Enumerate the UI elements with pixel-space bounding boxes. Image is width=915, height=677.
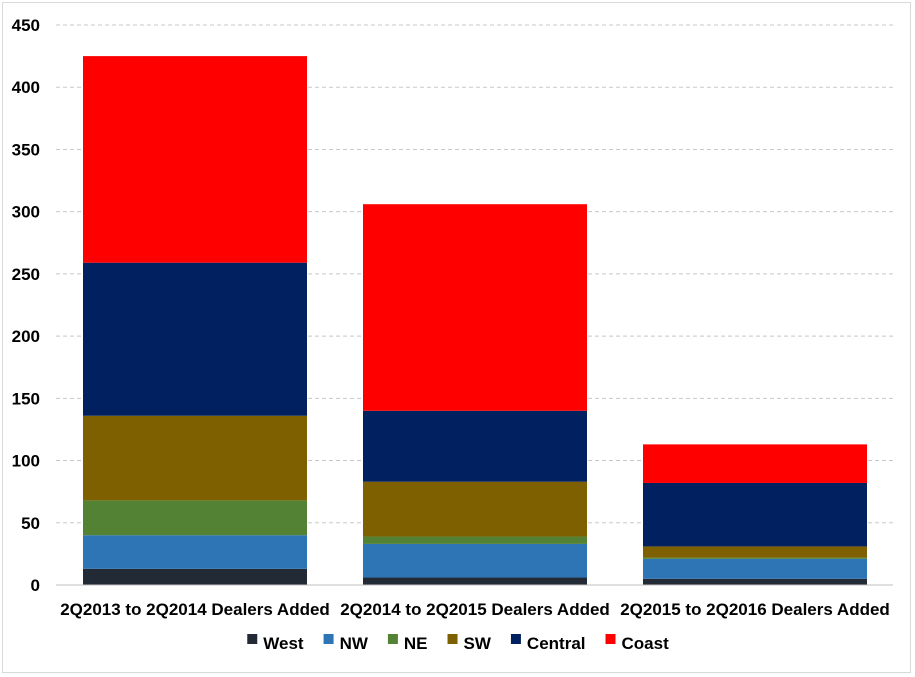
bar-segment-coast [643,444,867,483]
legend-swatch [605,634,616,644]
legend: West NW NE SW Central Coast [247,634,669,653]
legend-item: NW [323,634,369,653]
bar-segment-nw [83,535,307,569]
bar-stack [83,56,307,585]
bar-segment-ne [83,500,307,536]
bar-segment-nw [363,543,587,578]
legend-swatch [510,634,521,644]
bars [83,56,867,585]
legend-item: SW [447,634,492,653]
bar-segment-coast [83,56,307,263]
x-category-label: 2Q2013 to 2Q2014 Dealers Added [60,600,330,619]
bar-segment-west [83,568,307,585]
bar-segment-west [363,577,587,585]
bar-segment-ne [643,557,867,559]
legend-swatch [387,634,398,644]
y-tick-label: 100 [12,452,40,471]
bar-segment-central [643,482,867,547]
y-tick-label: 450 [12,16,40,35]
bar-segment-central [363,410,587,482]
x-category-labels: 2Q2013 to 2Q2014 Dealers Added 2Q2014 to … [60,600,890,619]
legend-swatch [323,634,334,644]
bar-segment-west [643,578,867,585]
x-category-label: 2Q2014 to 2Q2015 Dealers Added [340,600,610,619]
legend-label: SW [464,634,492,653]
y-tick-label: 350 [12,140,40,159]
bar-segment-sw [83,415,307,501]
bar-segment-coast [363,204,587,411]
legend-item: Central [510,634,586,653]
y-tick-label: 300 [12,203,40,222]
y-tick-labels: 0 50 100 150 200 250 300 350 400 450 [12,16,40,595]
y-tick-label: 200 [12,327,40,346]
legend-label: NW [340,634,369,653]
y-tick-label: 50 [21,514,40,533]
bar-segment-sw [363,481,587,537]
legend-label: Coast [622,634,670,653]
legend-swatch [447,634,458,644]
y-tick-label: 0 [31,576,40,595]
y-tick-label: 150 [12,389,40,408]
legend-item: NE [387,634,428,653]
legend-swatch [247,634,258,644]
bar-stack [363,204,587,585]
legend-label: West [263,634,304,653]
bar-stack [643,444,867,585]
legend-item: Coast [605,634,670,653]
y-tick-label: 400 [12,78,40,97]
bar-segment-nw [643,558,867,579]
bar-segment-central [83,262,307,416]
legend-item: West [247,634,304,653]
legend-label: Central [527,634,586,653]
x-category-label: 2Q2015 to 2Q2016 Dealers Added [620,600,890,619]
bar-segment-sw [643,546,867,558]
y-tick-label: 250 [12,265,40,284]
bar-segment-ne [363,536,587,544]
legend-label: NE [404,634,428,653]
